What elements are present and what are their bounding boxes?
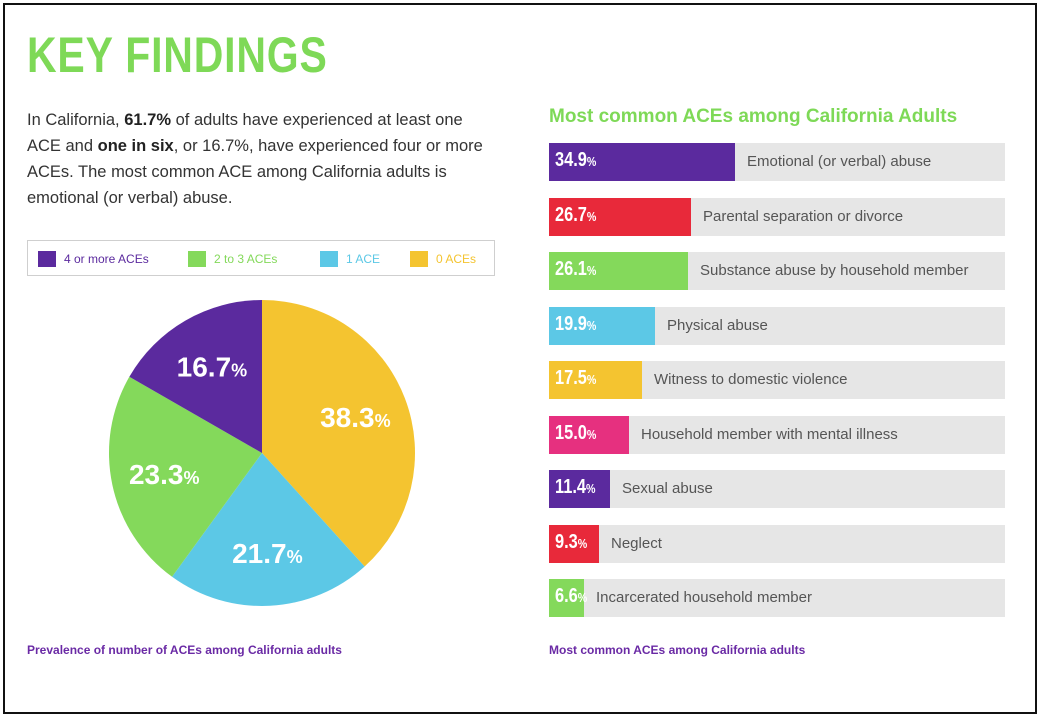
intro-text-1: In California, [27,111,125,129]
bar-chart-title: Most common ACEs among California Adults [549,106,958,127]
bar-value-label: 11.4% [555,476,596,498]
bar-row: 34.9% Emotional (or verbal) abuse [549,143,1005,181]
bar-value-label: 26.1% [555,258,597,280]
bar-category-label: Parental separation or divorce [703,207,904,225]
intro-text-2: of adults have experienced at least one … [27,111,463,155]
bar-category-label: Physical abuse [667,316,768,334]
bar-value-label: 15.0% [555,421,597,444]
intro-paragraph: In California, 61.7% of adults have expe… [27,107,497,211]
bar-value-label: 17.5% [555,367,597,389]
bar: 26.1% [549,252,688,290]
legend-item-1: 1 ACE [320,250,380,268]
legend-item-0: 0 ACEs [410,250,476,268]
bar: 15.0% [549,415,629,454]
infographic-frame: KEY FINDINGS In California, 61.7% of adu… [3,3,1037,714]
legend-item-2to3: 2 to 3 ACEs [188,250,277,268]
page-title: KEY FINDINGS [27,27,328,83]
bar-row: 26.7% Parental separation or divorce [549,197,1005,236]
pie-slice-label: 21.7% [232,538,303,569]
intro-bold-1: 61.7% [124,111,172,129]
pie-caption: Prevalence of number of ACEs among Calif… [27,643,342,657]
bar-row: 19.9% Physical abuse [549,306,1005,345]
bar-category-label: Substance abuse by household member [700,262,969,279]
pie-slice [172,453,365,606]
pie-slice [262,300,415,567]
bar: 6.6% [549,579,588,617]
pie-slice-label: 16.7% [177,351,248,382]
bar: 19.9% [549,306,655,345]
intro-text-3: , or 16.7%, have experienced four or mor… [27,137,483,207]
intro-bold-2: one in six [97,137,174,155]
bar-category-label: Household member with mental illness [641,425,898,443]
bar-value-label: 6.6% [555,585,588,607]
pie-chart: 38.3% 21.7% 23.3% 16.7% [109,300,415,606]
pie-slice [109,376,262,577]
pie-slice-label: 23.3% [129,459,200,490]
bar: 26.7% [549,197,691,236]
bar-category-label: Sexual abuse [622,480,713,497]
bar: 9.3% [549,524,599,563]
legend-swatch-purple [38,251,56,267]
legend-label: 0 ACEs [436,252,477,266]
legend-swatch-yellow [410,251,428,267]
pie-slice-label: 38.3% [320,402,391,433]
bar-row: 9.3% Neglect [549,524,1005,563]
legend-label: 1 ACE [346,252,381,266]
legend-label: 4 or more ACEs [64,252,149,266]
bar-category-label: Witness to domestic violence [654,371,848,388]
legend-label: 2 to 3 ACEs [214,252,278,266]
bar: 34.9% [549,143,735,181]
bar-value-label: 26.7% [555,203,597,226]
legend-swatch-green [188,251,206,267]
bar-row: 17.5% Witness to domestic violence [549,361,1005,399]
bar-category-label: Neglect [611,534,662,552]
bar-row: 6.6% Incarcerated household member [549,579,1005,617]
legend-swatch-blue [320,251,338,267]
bar-value-label: 19.9% [555,312,597,335]
bar-row: 26.1% Substance abuse by household member [549,252,1005,290]
pie-legend: 4 or more ACEs 2 to 3 ACEs 1 ACE 0 ACEs [27,240,495,276]
pie-slice [129,300,262,453]
bar: 11.4% [549,470,610,508]
legend-item-4plus: 4 or more ACEs [38,250,149,268]
bar-caption: Most common ACEs among California adults [549,643,806,657]
bar-category-label: Emotional (or verbal) abuse [747,153,932,170]
bar-value-label: 34.9% [555,149,597,171]
bar: 17.5% [549,361,642,399]
bar-row: 11.4% Sexual abuse [549,470,1005,508]
bar-value-label: 9.3% [555,530,588,553]
bar-category-label: Incarcerated household member [596,589,812,606]
bar-row: 15.0% Household member with mental illnes… [549,415,1005,454]
